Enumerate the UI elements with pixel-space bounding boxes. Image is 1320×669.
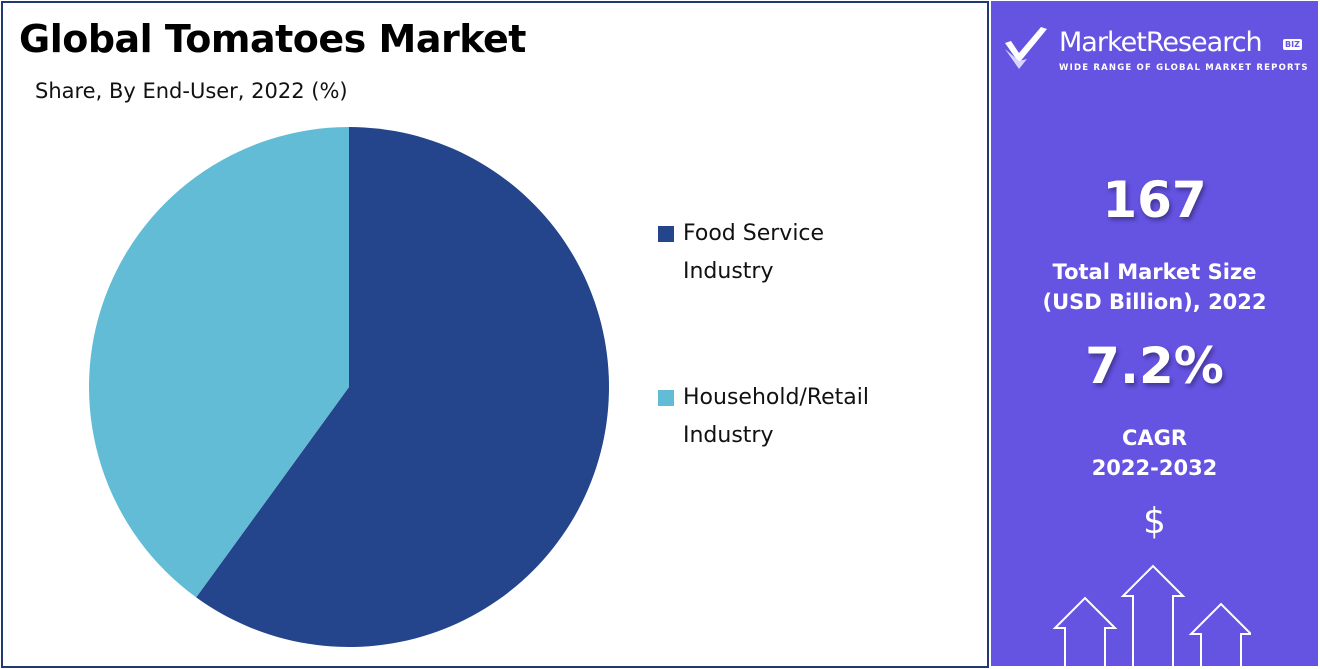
logo-badge: BIZ	[1283, 39, 1302, 50]
pie-slice-household-retail-industry	[88, 127, 349, 598]
legend-swatch-food-service	[658, 226, 674, 242]
logo-tagline: WIDE RANGE OF GLOBAL MARKET REPORTS	[1059, 63, 1309, 73]
chart-subtitle: Share, By End-User, 2022 (%)	[35, 79, 348, 103]
logo-name: MarketResearch	[1059, 27, 1263, 58]
growth-arrows-icon	[1052, 564, 1251, 666]
pie-slice-food-service-industry	[196, 127, 609, 647]
stats-side-panel: MarketResearch BIZ WIDE RANGE OF GLOBAL …	[991, 1, 1318, 666]
chart-panel: Global Tomatoes Market Share, By End-Use…	[1, 1, 989, 668]
brand-logo: MarketResearch BIZ WIDE RANGE OF GLOBAL …	[1001, 23, 1311, 83]
cagr-value: 7.2%	[1085, 337, 1224, 395]
pie-chart	[88, 127, 609, 647]
legend-item-household-retail: Household/Retail Industry	[658, 379, 918, 455]
market-size-value: 167	[1102, 171, 1207, 229]
chart-title: Global Tomatoes Market	[19, 17, 526, 61]
market-size-label-line2: (USD Billion), 2022	[1042, 290, 1267, 314]
checkmark-logo-icon	[1005, 27, 1047, 69]
legend-label-household-retail: Household/Retail Industry	[683, 385, 870, 448]
cagr-label-line1: CAGR	[1121, 426, 1188, 450]
legend-swatch-household-retail	[658, 390, 674, 406]
dollar-icon: $	[1143, 501, 1166, 542]
legend-item-food-service: Food Service Industry	[658, 215, 918, 291]
legend: Food Service Industry Household/Retail I…	[658, 215, 918, 455]
legend-label-food-service: Food Service Industry	[683, 221, 825, 284]
market-size-label-line1: Total Market Size	[1052, 260, 1257, 284]
cagr-label-line2: 2022-2032	[1091, 456, 1218, 480]
